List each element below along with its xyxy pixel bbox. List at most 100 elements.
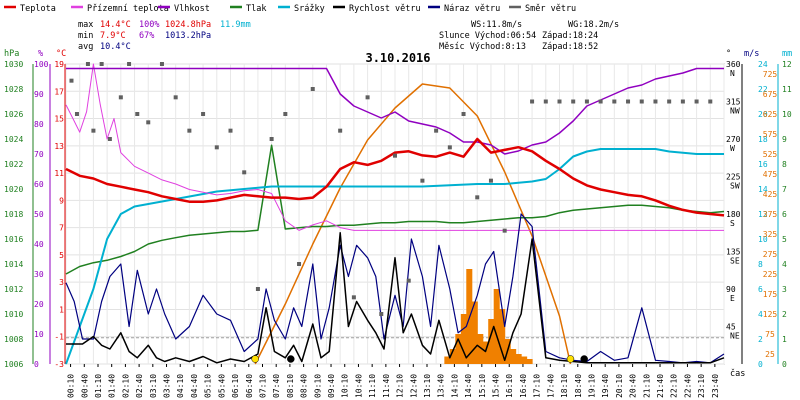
axis-tick-mm: 4	[782, 260, 787, 269]
axis-tick-pct: 40	[34, 240, 44, 249]
wind-direction-point	[283, 112, 288, 116]
series-pressure	[65, 144, 725, 275]
chart-title: 3.10.2016	[365, 51, 430, 65]
axis-tick-x: 16:10	[505, 374, 514, 398]
axis-tick-temp: 11	[54, 169, 64, 178]
series-ground-temp	[65, 63, 724, 231]
axis-tick-mm: 8	[782, 160, 787, 169]
axis-label-x: čas	[730, 368, 745, 379]
axis-tick-temp: 19	[54, 60, 64, 69]
axis-tick-hpa: 1026	[4, 110, 23, 119]
axis-tick-dir: 360	[726, 60, 741, 69]
axis-tick-mm: 0	[782, 360, 787, 369]
axis-tick-mm: 3	[782, 285, 787, 294]
wind-direction-point	[667, 99, 672, 104]
wind-direction-point	[310, 87, 315, 91]
rain-bar	[471, 301, 478, 364]
wind-direction-point	[173, 95, 178, 100]
axis-tick-pct: 80	[34, 120, 44, 129]
axis-tick-pct: 30	[34, 270, 44, 279]
axis-tick-mm: 12	[782, 60, 792, 69]
axis-tick-hpa: 1008	[4, 335, 23, 344]
axis-tick-mm: 5	[782, 235, 787, 244]
axis-tick-x: 15:40	[492, 374, 501, 398]
legend-label: Teplota	[20, 4, 56, 14]
axis-unit-temp: °C	[56, 49, 66, 59]
axis-tick-ms: 22	[758, 85, 768, 94]
rain-bar	[521, 356, 528, 364]
axis-tick-wm2: 725	[763, 70, 778, 79]
axis-tick-temp: 5	[59, 251, 64, 260]
axis-tick-x: 09:10	[313, 374, 322, 398]
axis-unit-pct: %	[38, 49, 43, 59]
axis-tick-wm2: 525	[763, 150, 778, 159]
wind-direction-point	[91, 128, 96, 133]
axis-tick-hpa: 1014	[4, 260, 23, 269]
axis-tick-ms: 12	[758, 210, 768, 219]
wind-direction-point	[338, 128, 343, 133]
wind-direction-point	[187, 128, 192, 133]
wind-direction-point	[85, 62, 90, 66]
axis-tick-wm2: 375	[763, 210, 778, 219]
series-humidity	[66, 67, 724, 155]
wind-direction-point	[475, 195, 480, 200]
rain-bar	[515, 354, 522, 364]
wind-direction-point	[612, 99, 617, 104]
axis-tick-x: 20:40	[629, 374, 638, 398]
axis-tick-ms: 4	[758, 310, 763, 319]
axis-tick-x: 08:40	[300, 374, 309, 398]
axis-tick-x: 03:10	[149, 374, 158, 398]
rain-bar	[499, 309, 506, 364]
axis-tick-wm2: 25	[765, 350, 775, 359]
info-ws: WS:11.8m/s	[471, 20, 522, 30]
axis-tick-pct: 50	[34, 210, 44, 219]
axis-tick-dir: 225	[726, 173, 741, 182]
axis-tick-dir: 90	[726, 285, 736, 294]
axis-tick-temp: 3	[59, 278, 64, 287]
axis-tick-dir: 180	[726, 210, 741, 219]
axis-tick-x: 14:40	[464, 374, 473, 398]
axis-tick-dir-name: NW	[730, 107, 740, 116]
axis-tick-hpa: 1028	[4, 85, 23, 94]
legend-label: Přízemní teplota	[87, 4, 169, 14]
axis-tick-dir-name: N	[730, 69, 735, 78]
axis-tick-hpa: 1012	[4, 285, 23, 294]
sun-marker	[251, 355, 259, 363]
axis-tick-x: 23:10	[697, 374, 706, 398]
wind-direction-point	[530, 99, 535, 104]
series-wind-speed	[66, 232, 725, 364]
axis-tick-dir-name: NE	[730, 332, 740, 341]
axis-tick-dir-name: SW	[730, 182, 740, 191]
axis-tick-pct: 70	[34, 150, 44, 159]
axis-tick-x: 17:10	[533, 374, 542, 398]
axis-tick-pct: 0	[34, 360, 39, 369]
moon-marker	[287, 355, 295, 363]
stat-avg-label: avg	[78, 42, 93, 52]
rain-bar	[455, 334, 462, 364]
axis-tick-x: 07:10	[258, 374, 267, 398]
axis-tick-dir: 135	[726, 248, 741, 257]
info-sun-set: Západ:18:24	[542, 31, 598, 41]
stat-min-hum: 67%	[139, 31, 154, 41]
axis-tick-x: 17:40	[546, 374, 555, 398]
wind-direction-point	[557, 99, 562, 104]
stat-min-label: min	[78, 31, 93, 41]
axis-tick-ms: 8	[758, 260, 763, 269]
stat-min-press: 1013.2hPa	[165, 31, 211, 41]
axis-tick-x: 19:10	[587, 374, 596, 398]
wind-direction-point	[135, 112, 140, 116]
axis-tick-x: 08:10	[286, 374, 295, 398]
wind-direction-point	[434, 128, 439, 133]
series-temperature	[65, 137, 725, 217]
rain-bar	[493, 289, 500, 364]
axis-tick-wm2: 425	[763, 190, 778, 199]
axis-tick-x: 19:40	[601, 374, 610, 398]
axis-tick-hpa: 1016	[4, 235, 23, 244]
axis-unit-hpa: hPa	[4, 49, 19, 59]
wind-direction-point	[447, 145, 452, 150]
axis-tick-x: 22:40	[683, 374, 692, 398]
info-wg: WG:18.2m/s	[568, 20, 619, 30]
axis-tick-dir-name: S	[730, 219, 735, 228]
axis-tick-mm: 11	[782, 85, 792, 94]
series-rain	[65, 148, 724, 365]
